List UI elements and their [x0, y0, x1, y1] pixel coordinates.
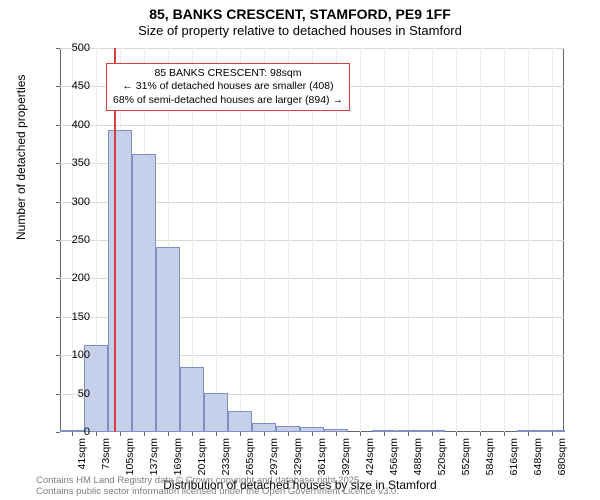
gridline-v: [504, 48, 505, 432]
histogram-bar: [324, 429, 348, 432]
histogram-bar: [517, 430, 541, 432]
xtick-label: 392sqm: [340, 438, 352, 475]
xtick-mark: [144, 432, 145, 436]
annotation-line2: ← 31% of detached houses are smaller (40…: [113, 80, 343, 93]
title-block: 85, BANKS CRESCENT, STAMFORD, PE9 1FF Si…: [0, 0, 600, 38]
xtick-label: 680sqm: [556, 438, 568, 475]
chart-title-main: 85, BANKS CRESCENT, STAMFORD, PE9 1FF: [0, 6, 600, 22]
ytick-label: 450: [50, 80, 90, 92]
histogram-bar: [372, 430, 396, 432]
ytick-label: 350: [50, 157, 90, 169]
ytick-label: 300: [50, 196, 90, 208]
xtick-mark: [480, 432, 481, 436]
ytick-label: 150: [50, 311, 90, 323]
histogram-bar: [132, 154, 156, 432]
annotation-line1: 85 BANKS CRESCENT: 98sqm: [113, 67, 343, 80]
gridline-v: [552, 48, 553, 432]
xtick-label: 648sqm: [532, 438, 544, 475]
ytick-label: 50: [50, 388, 90, 400]
histogram-bar: [228, 411, 252, 432]
xtick-mark: [240, 432, 241, 436]
gridline-v: [480, 48, 481, 432]
annotation-box: 85 BANKS CRESCENT: 98sqm ← 31% of detach…: [106, 63, 350, 110]
xtick-label: 552sqm: [460, 438, 472, 475]
ytick-label: 100: [50, 349, 90, 361]
gridline-v: [456, 48, 457, 432]
xtick-label: 169sqm: [172, 438, 184, 475]
xtick-label: 488sqm: [412, 438, 424, 475]
xtick-mark: [552, 432, 553, 436]
xtick-mark: [312, 432, 313, 436]
chart-title-sub: Size of property relative to detached ho…: [0, 23, 600, 38]
xtick-label: 297sqm: [268, 438, 280, 475]
ytick-label: 200: [50, 272, 90, 284]
xtick-label: 137sqm: [148, 438, 160, 475]
gridline-v: [384, 48, 385, 432]
xtick-label: 329sqm: [292, 438, 304, 475]
xtick-mark: [360, 432, 361, 436]
xtick-label: 424sqm: [364, 438, 376, 475]
xtick-mark: [216, 432, 217, 436]
xtick-mark: [456, 432, 457, 436]
ytick-label: 400: [50, 119, 90, 131]
xtick-mark: [264, 432, 265, 436]
histogram-bar: [204, 393, 228, 432]
histogram-bar: [300, 427, 324, 432]
xtick-label: 616sqm: [508, 438, 520, 475]
gridline-v: [408, 48, 409, 432]
footnote-line2: Contains public sector information licen…: [36, 487, 399, 498]
xtick-label: 41sqm: [76, 438, 88, 470]
xtick-label: 456sqm: [388, 438, 400, 475]
xtick-mark: [504, 432, 505, 436]
xtick-label: 361sqm: [316, 438, 328, 475]
gridline-v: [528, 48, 529, 432]
histogram-bar: [541, 430, 565, 432]
xtick-mark: [288, 432, 289, 436]
footnote: Contains HM Land Registry data © Crown c…: [36, 476, 399, 498]
xtick-label: 201sqm: [196, 438, 208, 475]
annotation-line3: 68% of semi-detached houses are larger (…: [113, 94, 343, 107]
histogram-bar: [156, 247, 180, 432]
ytick-label: 500: [50, 42, 90, 54]
histogram-bar: [108, 130, 132, 432]
xtick-mark: [192, 432, 193, 436]
chart-plot-area: 85 BANKS CRESCENT: 98sqm ← 31% of detach…: [60, 48, 564, 432]
xtick-mark: [168, 432, 169, 436]
xtick-mark: [528, 432, 529, 436]
xtick-label: 233sqm: [220, 438, 232, 475]
xtick-label: 105sqm: [124, 438, 136, 475]
histogram-bar: [276, 426, 300, 432]
xtick-mark: [336, 432, 337, 436]
xtick-label: 73sqm: [100, 438, 112, 470]
xtick-mark: [384, 432, 385, 436]
histogram-bar: [421, 430, 445, 432]
xtick-mark: [408, 432, 409, 436]
y-axis-title: Number of detached properties: [14, 75, 28, 240]
xtick-label: 265sqm: [244, 438, 256, 475]
ytick-label: 0: [50, 426, 90, 438]
xtick-label: 584sqm: [484, 438, 496, 475]
ytick-label: 250: [50, 234, 90, 246]
histogram-bar: [252, 423, 276, 432]
xtick-mark: [96, 432, 97, 436]
xtick-mark: [432, 432, 433, 436]
gridline-v: [360, 48, 361, 432]
xtick-mark: [120, 432, 121, 436]
xtick-label: 520sqm: [436, 438, 448, 475]
histogram-bar: [180, 367, 204, 432]
gridline-v: [432, 48, 433, 432]
histogram-bar: [397, 430, 421, 432]
